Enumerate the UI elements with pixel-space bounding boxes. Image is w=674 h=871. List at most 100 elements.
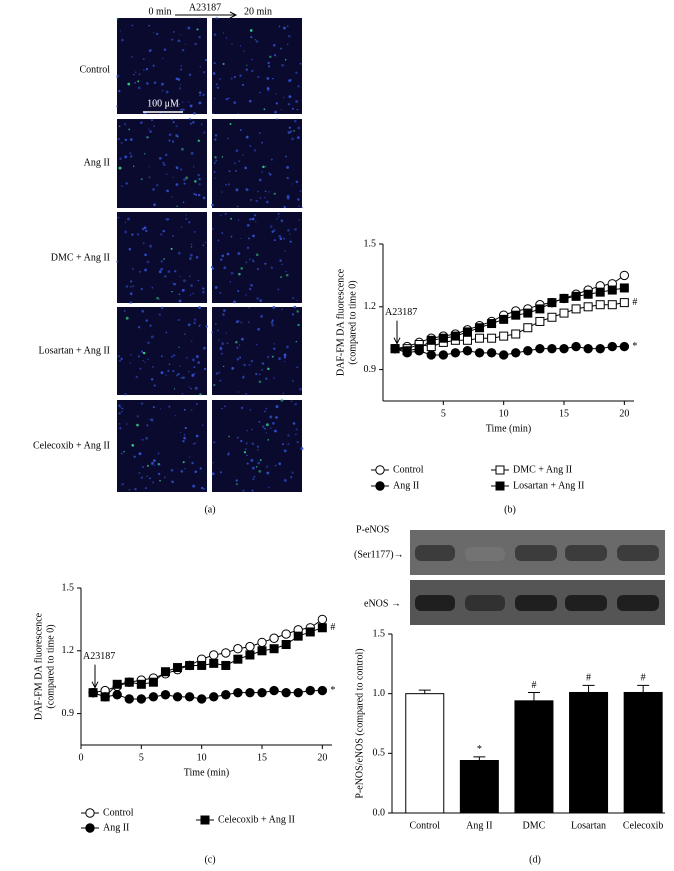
cell-dot xyxy=(149,324,152,327)
cell-dot xyxy=(159,479,161,482)
x-tick-label: 10 xyxy=(499,408,509,419)
cell-dot xyxy=(180,376,183,379)
cell-dot xyxy=(270,158,273,161)
cell-dot xyxy=(260,315,263,318)
cell-dot xyxy=(159,112,161,115)
cell-dot xyxy=(190,151,194,155)
cell-dot xyxy=(194,42,197,46)
cell-dot xyxy=(204,59,207,62)
significance-label: # xyxy=(586,673,591,684)
panel-label: (d) xyxy=(529,854,541,865)
cell-dot xyxy=(262,425,265,428)
cell-dot xyxy=(212,72,216,75)
panel-label: (c) xyxy=(204,854,215,865)
cell-dot xyxy=(188,117,192,121)
cell-dot xyxy=(183,182,186,185)
cell-dot xyxy=(182,439,185,443)
cell-dot xyxy=(277,288,280,291)
cell-dot xyxy=(257,75,260,79)
cell-dot xyxy=(146,424,149,427)
cell-dot xyxy=(128,128,131,131)
cell-dot xyxy=(131,268,134,270)
cell-dot xyxy=(199,17,201,19)
cell-dot xyxy=(160,371,164,375)
cell-dot xyxy=(223,309,226,312)
data-point xyxy=(535,316,545,326)
cell-dot xyxy=(165,374,167,376)
cell-dot xyxy=(146,136,149,139)
cell-dot xyxy=(289,240,292,243)
cell-dot xyxy=(264,262,267,265)
cell-dot xyxy=(280,276,283,279)
cell-dot xyxy=(143,226,147,230)
cell-dot xyxy=(187,26,191,30)
cell-dot xyxy=(144,268,148,272)
cell-dot xyxy=(129,138,133,141)
cell-dot xyxy=(228,435,231,438)
cell-dot xyxy=(184,43,187,46)
cell-dot xyxy=(227,137,229,140)
cell-dot xyxy=(166,189,169,193)
data-point xyxy=(583,302,593,312)
cell-dot xyxy=(271,355,274,358)
legend-marker xyxy=(495,465,505,475)
cell-dot xyxy=(136,423,139,427)
cell-dot xyxy=(255,221,257,223)
cell-dot xyxy=(140,402,144,405)
cell-dot xyxy=(261,141,264,144)
cell-dot xyxy=(264,197,266,199)
data-point xyxy=(269,633,279,643)
cell-dot xyxy=(188,370,190,373)
cell-dot xyxy=(152,64,155,67)
cell-dot xyxy=(151,462,154,465)
cell-dot xyxy=(125,285,129,288)
cell-dot xyxy=(295,71,298,74)
cell-dot xyxy=(257,190,259,193)
cell-dot xyxy=(251,217,255,221)
cell-dot xyxy=(290,476,293,479)
data-point xyxy=(257,637,267,648)
cell-dot xyxy=(165,90,169,94)
cell-dot xyxy=(249,409,252,411)
cell-dot xyxy=(137,80,140,83)
cell-dot xyxy=(205,325,208,328)
panel-label: (b) xyxy=(504,504,516,515)
micrograph xyxy=(212,119,302,208)
cell-dot xyxy=(255,199,258,203)
blot-label: P-eNOS xyxy=(356,524,389,535)
cell-dot xyxy=(130,280,133,283)
cell-dot xyxy=(237,219,240,221)
cell-dot xyxy=(131,444,135,447)
cell-dot xyxy=(221,191,223,193)
cell-dot xyxy=(134,487,137,491)
cell-dot xyxy=(245,68,249,71)
cell-dot xyxy=(221,254,225,258)
data-point xyxy=(607,285,617,295)
cell-dot xyxy=(218,339,220,341)
cell-dot xyxy=(190,388,192,390)
cell-dot xyxy=(287,443,290,446)
cell-dot xyxy=(202,93,205,97)
cell-dot xyxy=(168,405,171,408)
cell-dot xyxy=(198,91,202,94)
cell-dot xyxy=(246,429,248,432)
cell-dot xyxy=(175,134,179,138)
cell-dot xyxy=(139,367,142,370)
cell-dot xyxy=(256,267,259,270)
cell-dot xyxy=(159,408,162,410)
x-tick-label: 10 xyxy=(197,752,207,763)
cell-dot xyxy=(247,246,250,249)
data-point xyxy=(499,331,509,341)
cell-dot xyxy=(291,107,294,110)
data-point xyxy=(475,323,485,333)
annotation-arrow-head xyxy=(91,681,99,689)
cell-dot xyxy=(251,428,253,431)
cell-dot xyxy=(278,25,281,28)
cell-dot xyxy=(213,98,216,100)
cell-dot xyxy=(273,377,275,379)
cell-dot xyxy=(171,196,173,198)
western-blot xyxy=(410,530,665,625)
cell-dot xyxy=(180,470,184,473)
cell-dot xyxy=(171,38,174,41)
cell-dot xyxy=(129,301,132,304)
